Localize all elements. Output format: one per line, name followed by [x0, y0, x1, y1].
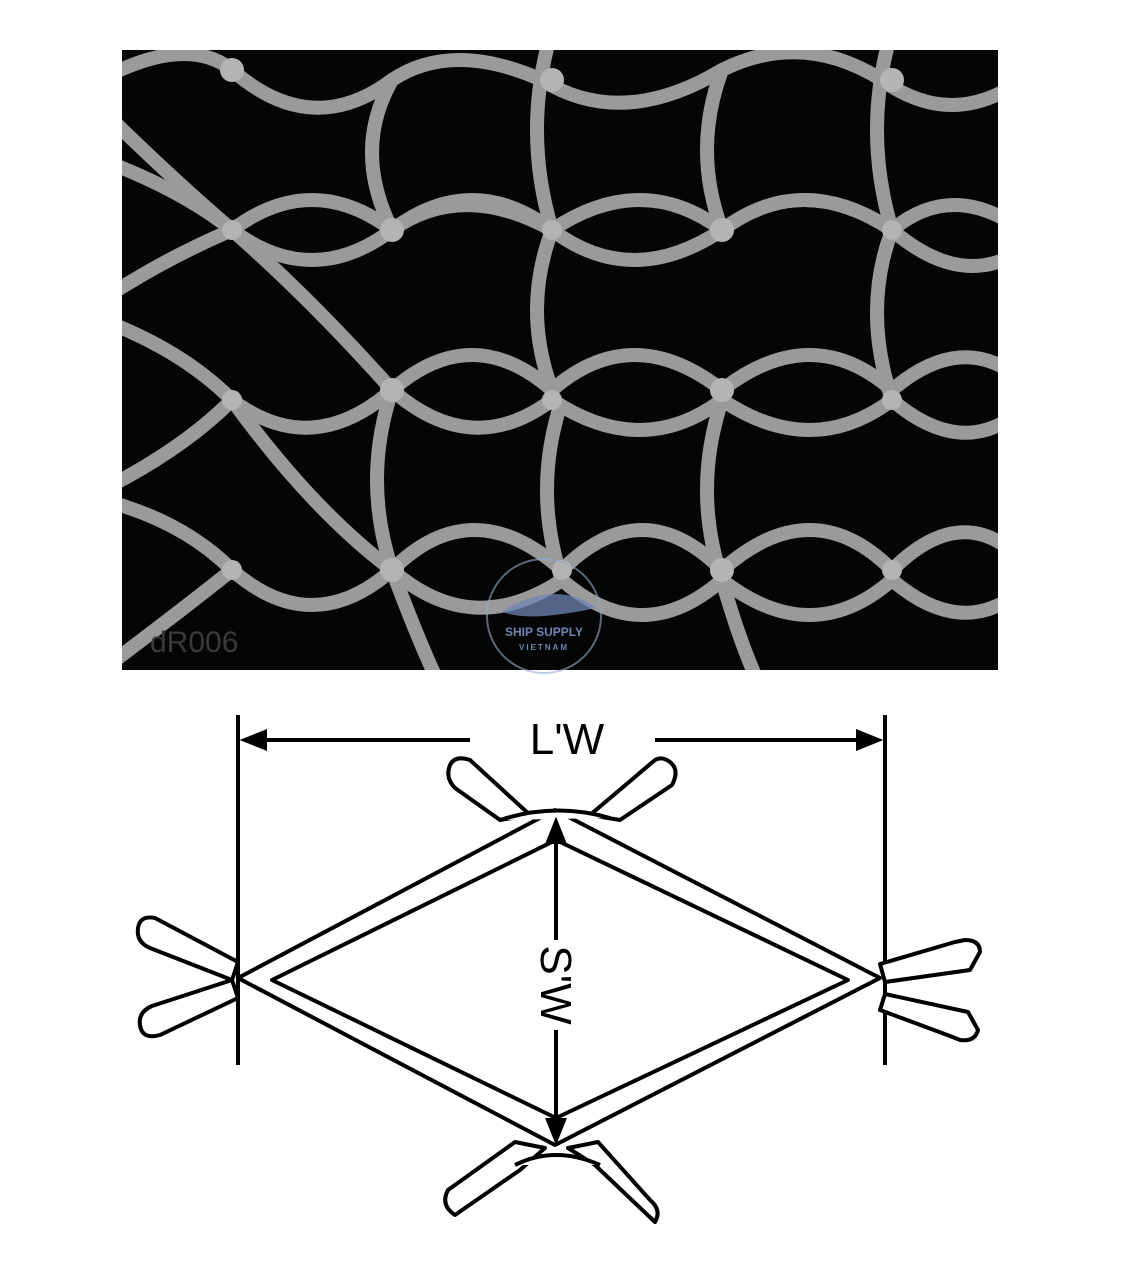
mesh-pattern: dR006: [122, 50, 998, 670]
ship-supply-watermark: SHIP SUPPLY VIETNAM: [486, 558, 602, 674]
expanded-metal-photo: dR006: [122, 50, 998, 670]
diamond-cell: [135, 756, 982, 1224]
mesh-dimension-diagram: L'W S'W: [135, 715, 982, 1224]
short-way-label: S'W: [531, 945, 580, 1025]
ship-icon: [502, 594, 596, 617]
short-way-dimension: [545, 816, 567, 1146]
long-way-label: L'W: [530, 715, 605, 764]
photo-corner-text: dR006: [150, 626, 238, 659]
watermark-line1: SHIP SUPPLY: [505, 625, 583, 639]
watermark-line2: VIETNAM: [519, 643, 569, 652]
